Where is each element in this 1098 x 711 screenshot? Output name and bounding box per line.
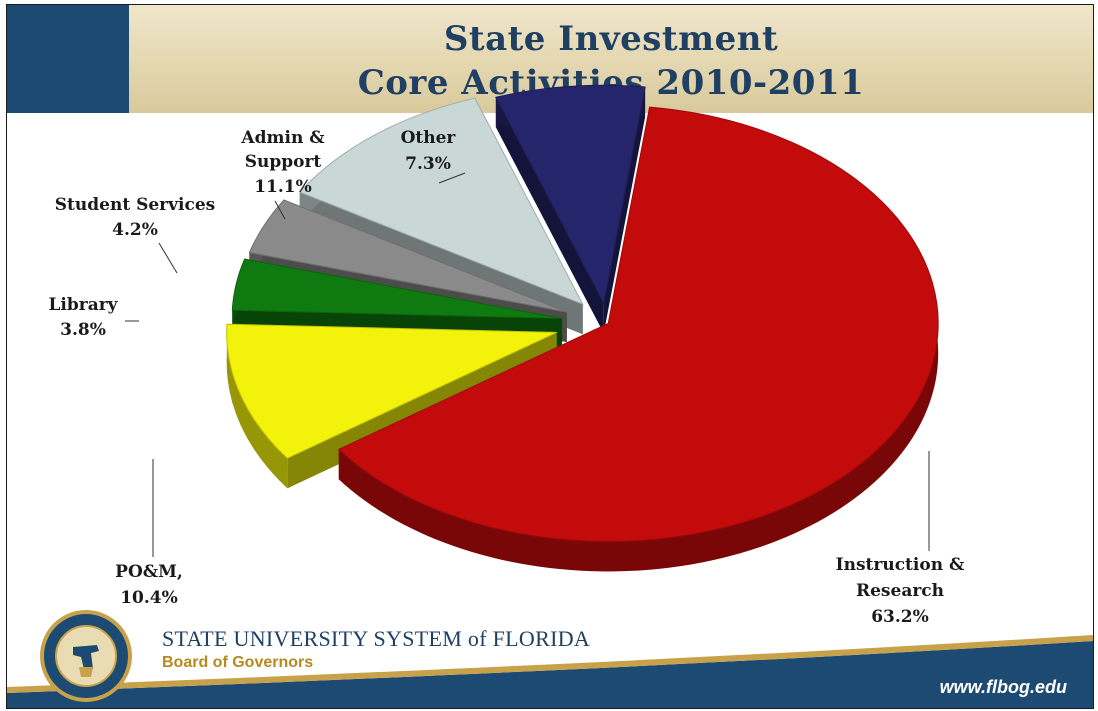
pie-slices xyxy=(226,84,939,572)
chart-title-line-1: State Investment xyxy=(443,19,779,59)
label-admin-line1: Admin & xyxy=(240,128,325,148)
pie-slice-top xyxy=(248,199,568,313)
title-accent-block xyxy=(7,5,129,113)
pie-slice-instruction-research xyxy=(337,106,939,572)
label-admin-line2: Support xyxy=(245,152,322,172)
label-instruction-line1: Instruction & xyxy=(836,555,965,575)
system-name: STATE UNIVERSITY SYSTEM of FLORIDA xyxy=(162,626,591,651)
label-library-line1: Library xyxy=(48,295,118,315)
label-pom-pct: 10.4% xyxy=(120,588,178,608)
pie-slice-top xyxy=(298,97,584,306)
label-pom-line1: PO&M, xyxy=(115,562,183,582)
label-student-line1: Student Services xyxy=(55,195,215,215)
footer-navy-swoosh xyxy=(7,641,1093,708)
footer-gold-stripe xyxy=(7,635,1093,693)
label-other-pct: 7.3% xyxy=(405,154,451,174)
slide: State Investment Core Activities 2010-20… xyxy=(6,4,1094,709)
website-link[interactable]: www.flbog.edu xyxy=(939,677,1067,697)
label-admin-pct: 11.1% xyxy=(254,177,312,197)
label-library-pct: 3.8% xyxy=(60,320,106,340)
label-instruction-line2: Research xyxy=(856,581,944,601)
slice-labels: Instruction & Research 63.2% PO&M, 10.4%… xyxy=(48,128,965,627)
pie-slice-top xyxy=(495,84,646,305)
pie-slice-side xyxy=(495,97,604,334)
label-other-line1: Other xyxy=(401,128,457,148)
pie-chart: Instruction & Research 63.2% PO&M, 10.4%… xyxy=(48,84,965,627)
pie-slice-top xyxy=(226,323,557,459)
pie-slice-top xyxy=(337,106,939,542)
pie-slice-wall xyxy=(226,324,288,489)
footer-graphics xyxy=(7,610,1093,708)
pie-slice-other xyxy=(495,84,646,334)
label-instruction-pct: 63.2% xyxy=(871,607,929,627)
pie-slice-top xyxy=(231,258,563,320)
board-name: Board of Governors xyxy=(162,654,314,671)
leader-line-other xyxy=(438,172,466,184)
pie-slice-side xyxy=(603,87,646,334)
leader-line-student xyxy=(158,242,178,274)
state-seal-logo xyxy=(40,610,132,702)
leader-line-admin xyxy=(274,200,286,220)
leader-lines xyxy=(125,172,930,557)
label-student-pct: 4.2% xyxy=(112,220,158,240)
